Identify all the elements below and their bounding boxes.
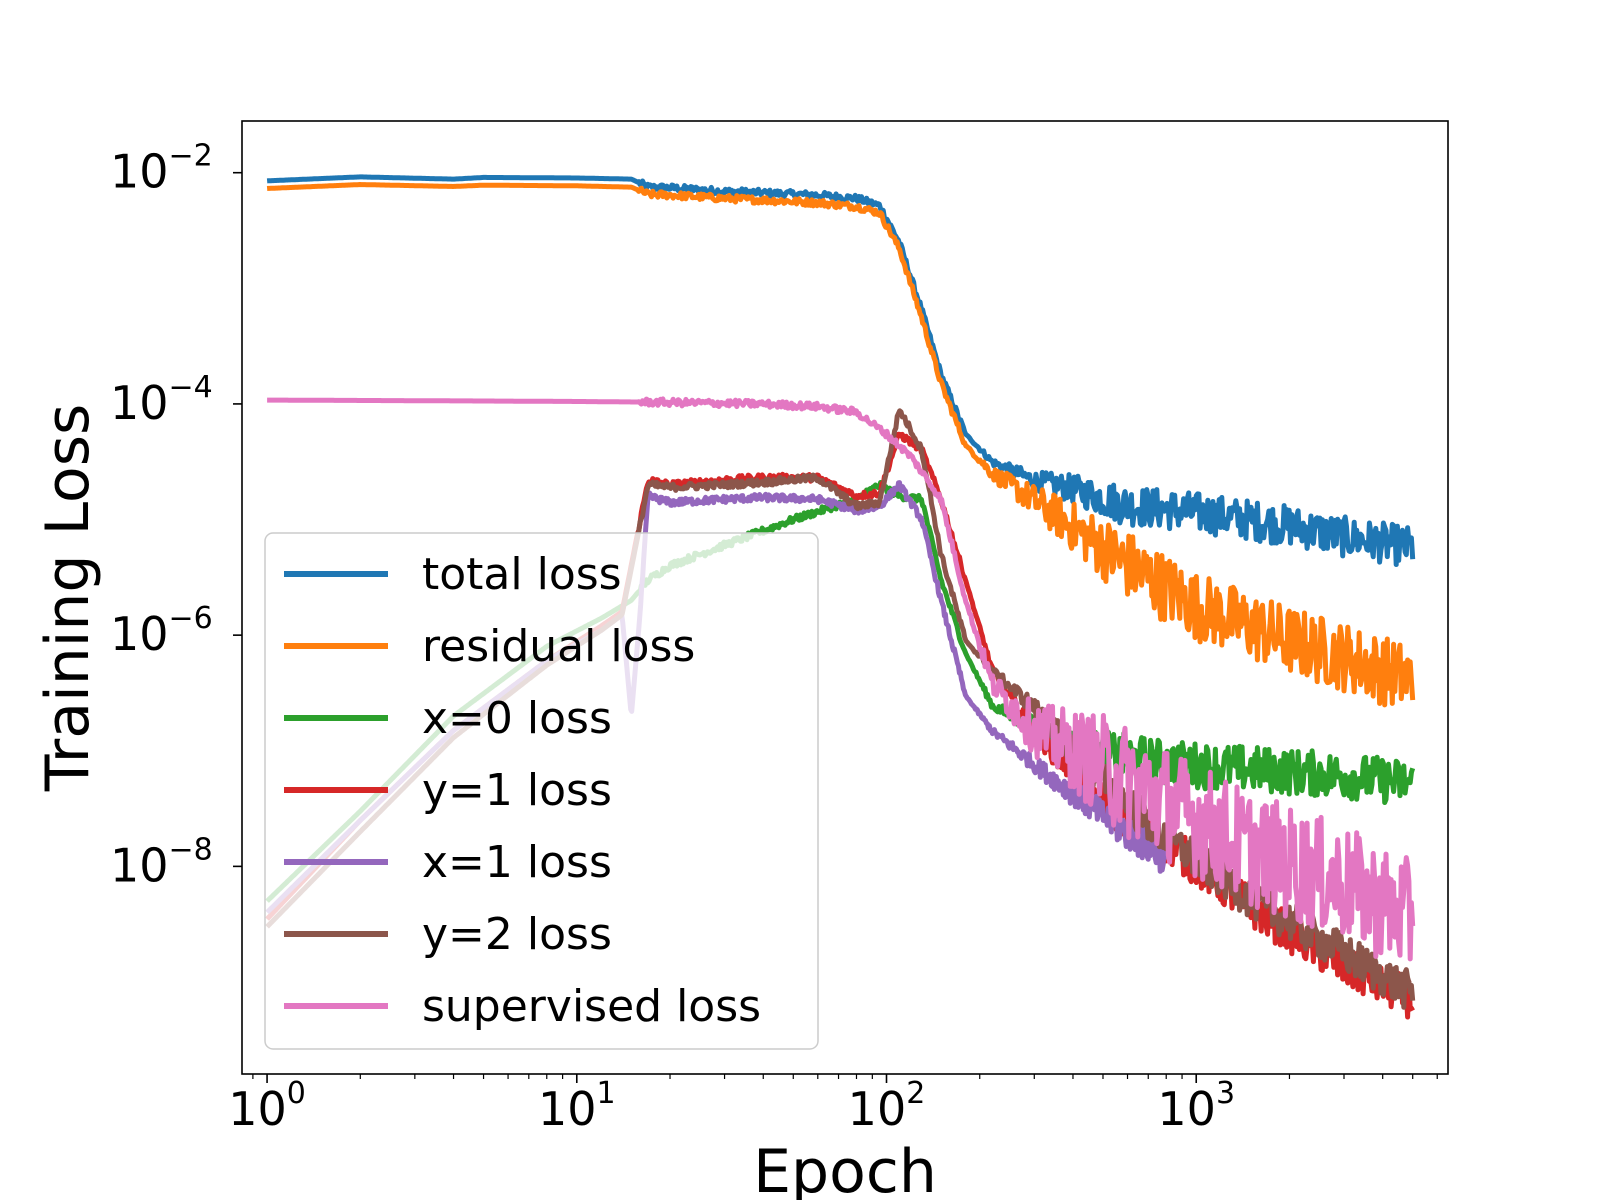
y-tick-exponent: −2 [169,139,213,174]
y-tick-base: 10 [110,838,169,892]
y-tick-label: 10−4 [110,370,213,430]
x-tick-base: 10 [848,1082,907,1136]
x-tick-exponent: 2 [906,1076,925,1111]
x-tick-base: 10 [228,1082,287,1136]
legend-label-x-0-loss: x=0 loss [422,693,612,744]
legend-label-y-2-loss: y=2 loss [422,909,612,960]
plot-frame [241,120,1449,1075]
x-tick-label: 102 [848,1076,926,1136]
y-tick-base: 10 [110,376,169,430]
y-tick-base: 10 [110,607,169,661]
x-tick-exponent: 0 [287,1076,306,1111]
x-tick-label: 100 [228,1076,306,1136]
legend-box [264,532,819,1050]
y-tick-label: 10−8 [110,832,213,892]
legend-label-y-1-loss: y=1 loss [422,765,612,816]
series-line-residual-loss [265,182,1416,708]
series-line-total-loss [265,174,1416,567]
x-tick-label: 103 [1157,1076,1235,1136]
legend-label-residual-loss: residual loss [422,621,695,672]
x-tick-base: 10 [1157,1082,1216,1136]
y-tick-exponent: −6 [169,601,213,636]
y-tick-base: 10 [110,145,169,199]
legend-label-total-loss: total loss [422,549,622,600]
x-tick-exponent: 3 [1216,1076,1235,1111]
x-axis-title: Epoch [753,1137,937,1200]
legend-label-supervised-loss: supervised loss [422,981,761,1032]
y-tick-exponent: −8 [169,832,213,867]
y-tick-label: 10−2 [110,139,213,199]
y-tick-label: 10−6 [110,601,213,661]
y-axis-title: Training Loss [33,404,103,792]
legend-label-x-1-loss: x=1 loss [422,837,612,888]
x-tick-base: 10 [538,1082,597,1136]
x-tick-exponent: 1 [597,1076,616,1111]
series-line-supervised-loss [265,396,1416,962]
legend: total loss residual loss x=0 loss y=1 loss x… [264,532,819,1050]
x-tick-label: 101 [538,1076,616,1136]
y-tick-exponent: −4 [169,370,213,405]
